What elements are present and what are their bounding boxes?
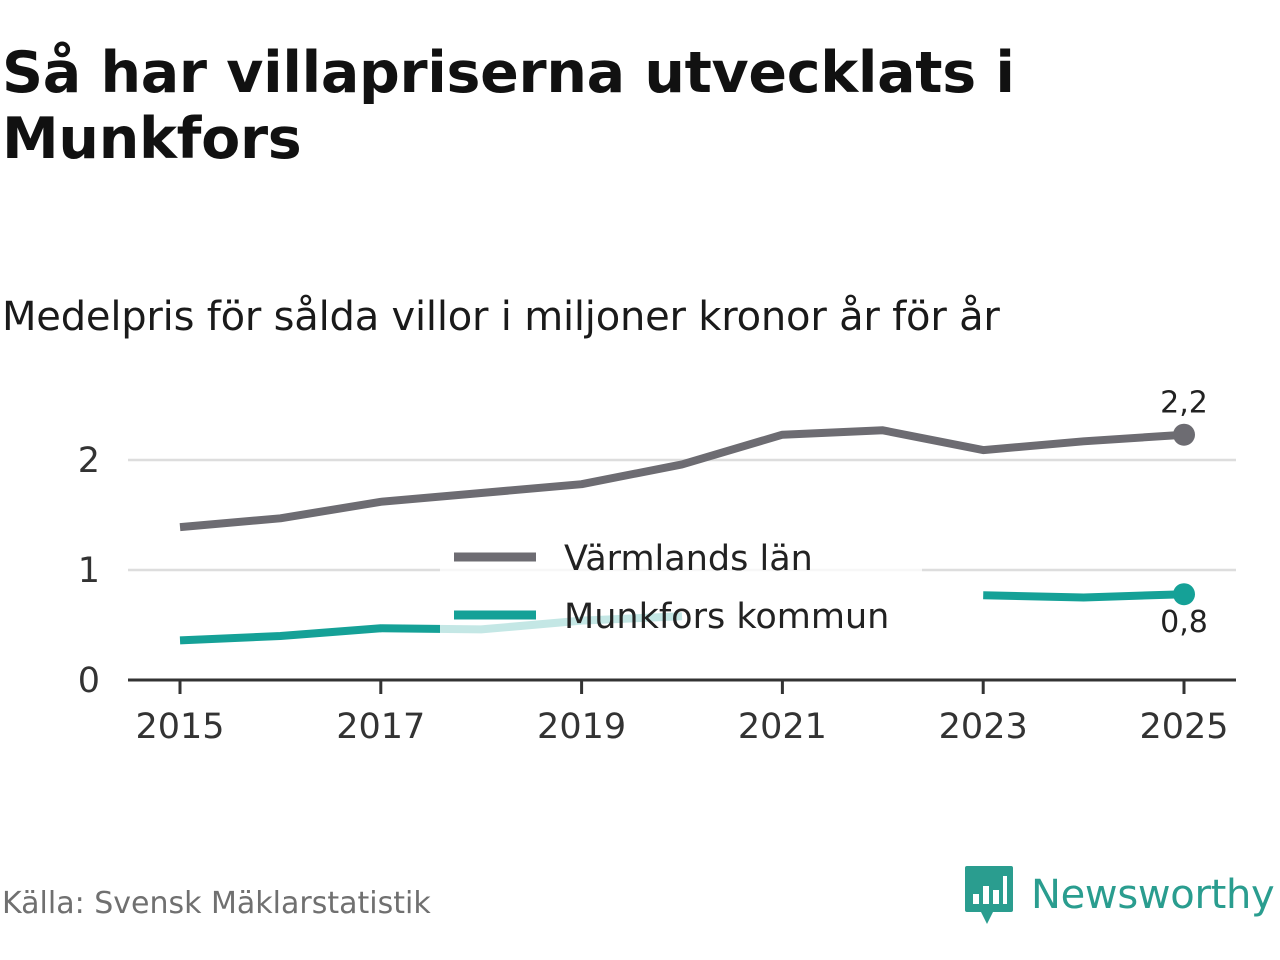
y-tick-label: 1 bbox=[78, 551, 100, 591]
x-tick-label: 2023 bbox=[939, 707, 1028, 747]
line-chart: 012 Värmlands län Munkfors kommun 2015 20… bbox=[78, 386, 1236, 747]
end-marker-varmland bbox=[1173, 423, 1195, 446]
end-markers: 2,2 0,8 bbox=[1160, 386, 1208, 641]
x-tick-label: 2017 bbox=[336, 707, 425, 747]
newsworthy-logo-icon bbox=[965, 866, 1013, 924]
brand-name: Newsworthy bbox=[1031, 872, 1275, 918]
legend: Värmlands län Munkfors kommun bbox=[440, 526, 922, 646]
y-axis-ticks: 0 1 2 bbox=[78, 441, 100, 701]
y-tick-label: 2 bbox=[78, 441, 100, 481]
source-note: Källa: Svensk Mäklarstatistik bbox=[2, 886, 431, 921]
y-tick-label: 0 bbox=[78, 661, 100, 701]
chart-title: Så har villapriserna utvecklats i Munkfo… bbox=[2, 40, 1015, 172]
legend-label-munkfors: Munkfors kommun bbox=[564, 597, 889, 637]
x-tick-label: 2019 bbox=[537, 707, 626, 747]
legend-label-varmland: Värmlands län bbox=[564, 539, 813, 579]
chart-subtitle: Medelpris för sålda villor i miljoner kr… bbox=[2, 294, 1000, 340]
x-tick-label: 2021 bbox=[738, 707, 827, 747]
end-value-label: 2,2 bbox=[1160, 386, 1208, 421]
x-axis: 2015 2017 2019 2021 2023 2025 bbox=[128, 678, 1236, 747]
end-marker-munkfors bbox=[1173, 583, 1195, 606]
legend-background bbox=[440, 526, 922, 646]
series-line-munkfors bbox=[983, 590, 1185, 602]
end-value-label: 0,8 bbox=[1160, 605, 1208, 640]
x-tick-label: 2025 bbox=[1139, 707, 1228, 747]
series-line-varmland bbox=[179, 426, 1185, 532]
x-tick-label: 2015 bbox=[135, 707, 224, 747]
brand-logo: Newsworthy bbox=[963, 862, 1275, 928]
